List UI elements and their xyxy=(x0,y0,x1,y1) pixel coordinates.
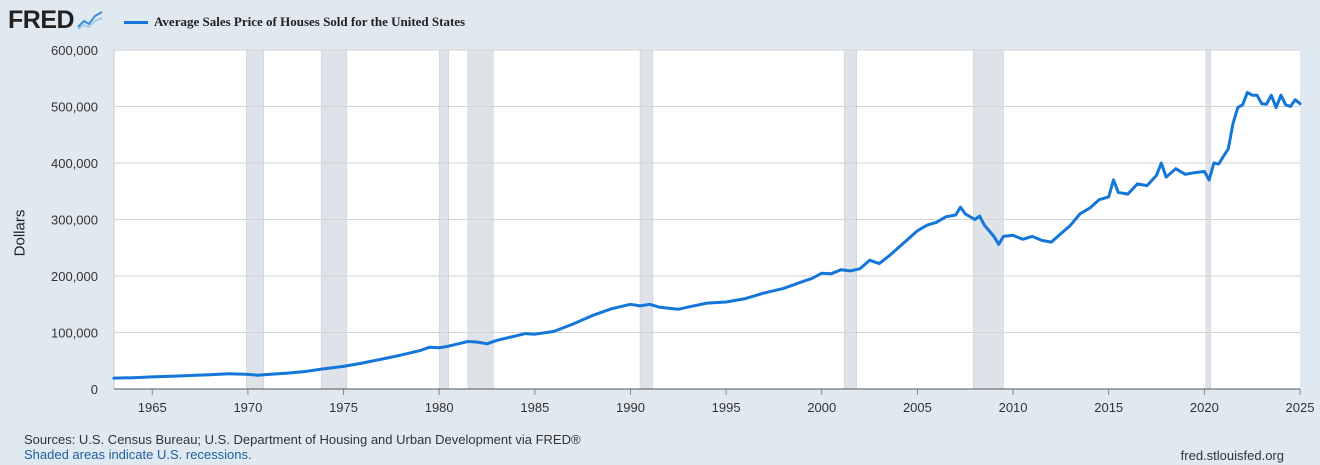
y-tick-label: 500,000 xyxy=(51,100,98,115)
x-tick-label: 1970 xyxy=(233,400,262,415)
y-tick-label: 400,000 xyxy=(51,156,98,171)
mini-chart-icon xyxy=(77,11,103,30)
x-tick-label: 2020 xyxy=(1190,400,1219,415)
x-tick-label: 2000 xyxy=(807,400,836,415)
y-tick-label: 0 xyxy=(91,382,98,397)
x-tick-label: 2010 xyxy=(999,400,1028,415)
footer-notes: Sources: U.S. Census Bureau; U.S. Depart… xyxy=(24,432,581,462)
legend-label: Average Sales Price of Houses Sold for t… xyxy=(154,14,466,29)
x-tick-label: 2005 xyxy=(903,400,932,415)
x-tick-label: 1995 xyxy=(712,400,741,415)
y-tick-label: 300,000 xyxy=(51,213,98,228)
line-chart: 0 100,000 200,000 300,000 400,000 500,000 600,… xyxy=(51,43,1315,415)
y-tick-label: 200,000 xyxy=(51,269,98,284)
x-tick-label: 1975 xyxy=(329,400,358,415)
x-tick-label: 2015 xyxy=(1094,400,1123,415)
logo-text: FRED xyxy=(8,6,75,34)
x-tick-label: 2025 xyxy=(1286,400,1315,415)
chart-legend: Average Sales Price of Houses Sold for t… xyxy=(124,14,465,30)
y-tick-label: 600,000 xyxy=(51,43,98,58)
x-tick-label: 1990 xyxy=(616,400,645,415)
x-tick-label: 1985 xyxy=(520,400,549,415)
x-tick-label: 1980 xyxy=(425,400,454,415)
y-tick-label: 100,000 xyxy=(51,326,98,341)
legend-swatch xyxy=(124,20,148,24)
x-tick-label: 1965 xyxy=(138,400,167,415)
recession-note[interactable]: Shaded areas indicate U.S. recessions. xyxy=(24,447,252,462)
series-line xyxy=(112,90,1302,380)
fred-logo[interactable]: FRED xyxy=(8,6,104,34)
sources-text: Sources: U.S. Census Bureau; U.S. Depart… xyxy=(24,432,581,447)
site-link[interactable]: fred.stlouisfed.org xyxy=(1180,448,1284,463)
